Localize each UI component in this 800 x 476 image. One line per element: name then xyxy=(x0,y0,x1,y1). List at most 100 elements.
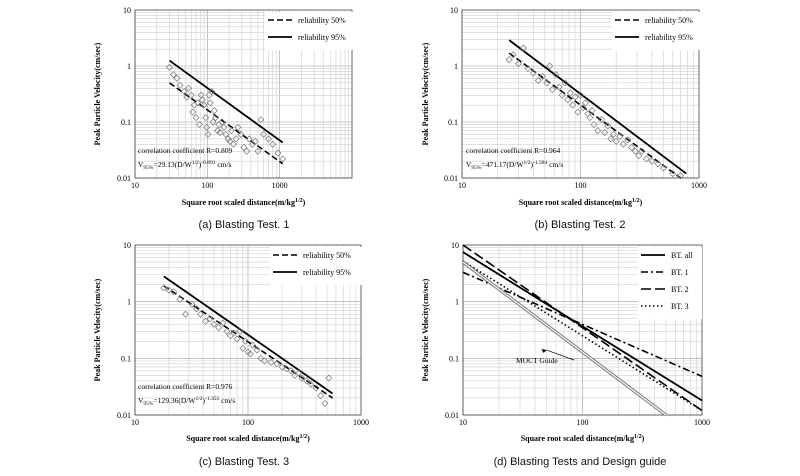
legend-entry: BT. 1 xyxy=(671,268,689,277)
panel-caption: (c) Blasting Test. 3 xyxy=(199,456,289,468)
x-axis-label: Square root scaled distance(m/kg1/2) xyxy=(186,434,310,443)
data-point-marker xyxy=(219,319,227,327)
data-point-marker xyxy=(240,144,248,152)
data-point-marker xyxy=(577,91,584,99)
data-point-marker xyxy=(218,118,226,126)
legend-entry: reliability 95% xyxy=(303,268,351,277)
annotation-text: correlation coefficient R=0.976 xyxy=(138,382,233,391)
plot-frame xyxy=(462,244,703,416)
x-axis-label-sup: 1/2 xyxy=(299,434,307,440)
data-point-marker xyxy=(317,392,325,400)
data-point-marker xyxy=(209,118,217,126)
data-point-marker xyxy=(188,300,196,308)
eq-mid: =129.36(D/W xyxy=(154,396,197,405)
series-line-bt-2 xyxy=(462,244,703,412)
legend-box xyxy=(265,12,353,50)
x-axis-label-tail: ) xyxy=(307,434,310,443)
data-point-marker xyxy=(579,104,587,112)
data-point-marker xyxy=(539,72,547,80)
legend: reliability 50% reliability 95% xyxy=(270,247,362,285)
eq-mid: =29.13(D/W xyxy=(154,160,193,169)
y-tick-label: 1 xyxy=(127,298,131,307)
legend-entry: reliability 95% xyxy=(298,33,346,42)
data-point-marker xyxy=(206,99,214,107)
eq-tail: ) xyxy=(530,160,533,169)
data-point-marker xyxy=(555,83,563,91)
series-line-bt-1 xyxy=(462,271,703,378)
data-point-marker xyxy=(226,137,234,145)
data-point-marker xyxy=(264,135,272,143)
legend-entry-label: reliability xyxy=(645,16,676,25)
x-axis-label-tail: ) xyxy=(640,198,643,207)
y-tick-label: 0.01 xyxy=(117,411,131,420)
y-tick-label: 0.01 xyxy=(444,174,458,183)
data-point-marker xyxy=(295,369,303,377)
data-point-marker xyxy=(509,51,517,59)
data-point-marker xyxy=(590,121,598,129)
data-point-marker xyxy=(586,114,594,122)
chart-panel-4: 10 100 1000 0.01 0.1 1 10 Square root scaled di… xyxy=(421,241,710,468)
legend-entry: reliability 50% xyxy=(298,16,346,25)
y-tick-label: 1 xyxy=(127,62,131,71)
legend-entry-value: 50% xyxy=(331,16,346,25)
data-point-marker xyxy=(566,89,574,97)
data-point-marker xyxy=(239,344,247,352)
data-point-marker xyxy=(642,155,650,163)
x-tick-label: 1000 xyxy=(694,418,710,427)
plot-frame xyxy=(461,9,700,179)
y-tick-label: 0.1 xyxy=(449,354,459,363)
data-point-marker xyxy=(631,147,639,155)
x-axis-label-tail: ) xyxy=(642,434,645,443)
legend-entry: reliability 50% xyxy=(303,251,351,260)
eq-unit: cm/s xyxy=(219,396,235,405)
data-point-marker xyxy=(597,116,605,124)
y-axis-label: Peak Particle Velocity(cm/sec) xyxy=(93,42,102,145)
legend-entry-value: 95% xyxy=(336,268,351,277)
series-line-bt-all xyxy=(462,251,703,402)
data-point-marker xyxy=(260,130,268,138)
eq-unit: cm/s xyxy=(215,160,231,169)
data-point-marker xyxy=(552,71,560,79)
y-tick-label: 10 xyxy=(123,241,131,250)
y-tick-label: 0.01 xyxy=(445,411,459,420)
x-axis-label-main: Square root scaled distance(m/kg xyxy=(186,434,299,443)
data-point-marker xyxy=(192,114,200,122)
data-point-marker xyxy=(274,149,282,157)
data-point-marker xyxy=(160,284,168,292)
data-point-marker xyxy=(233,335,241,343)
y-tick-label: 0.1 xyxy=(121,354,131,363)
legend: reliability 50% reliability 95% xyxy=(265,12,353,50)
x-tick-label: 10 xyxy=(458,181,466,190)
y-axis-label: Peak Particle Velocity(cm/sec) xyxy=(93,278,102,381)
data-point-marker xyxy=(227,127,235,135)
data-point-marker xyxy=(253,346,261,354)
data-point-marker xyxy=(243,147,251,155)
data-point-marker xyxy=(189,108,197,116)
data-point-marker xyxy=(173,74,181,82)
data-points xyxy=(505,44,685,180)
data-point-marker xyxy=(269,140,277,148)
data-point-marker xyxy=(210,107,218,115)
data-point-marker xyxy=(594,127,602,135)
data-point-marker xyxy=(201,317,209,325)
data-point-marker xyxy=(505,56,513,64)
data-points xyxy=(160,284,333,407)
data-point-marker xyxy=(220,123,228,131)
annotation-text: MOCT Guide xyxy=(516,356,558,365)
chart-panel-2: 10 100 1000 0.01 0.1 1 10 Square root scaled di… xyxy=(421,6,707,231)
regression-equation: V95%=129.36(D/W1/2)-1.355 cm/s xyxy=(138,396,235,407)
data-point-marker xyxy=(571,93,579,101)
data-point-marker xyxy=(534,77,542,85)
eq-mid-sup: 1/2 xyxy=(195,396,202,402)
data-point-marker xyxy=(654,160,662,168)
data-point-marker xyxy=(197,310,205,318)
data-point-marker xyxy=(616,133,624,141)
data-point-marker xyxy=(558,91,566,99)
data-point-marker xyxy=(176,295,184,303)
data-point-marker xyxy=(232,135,240,143)
legend-entry-label: BT. 1 xyxy=(671,268,689,277)
x-axis-label: Square root scaled distance(m/kg1/2) xyxy=(519,198,643,207)
data-point-marker xyxy=(216,128,224,136)
legend-entry-value: 95% xyxy=(331,33,346,42)
